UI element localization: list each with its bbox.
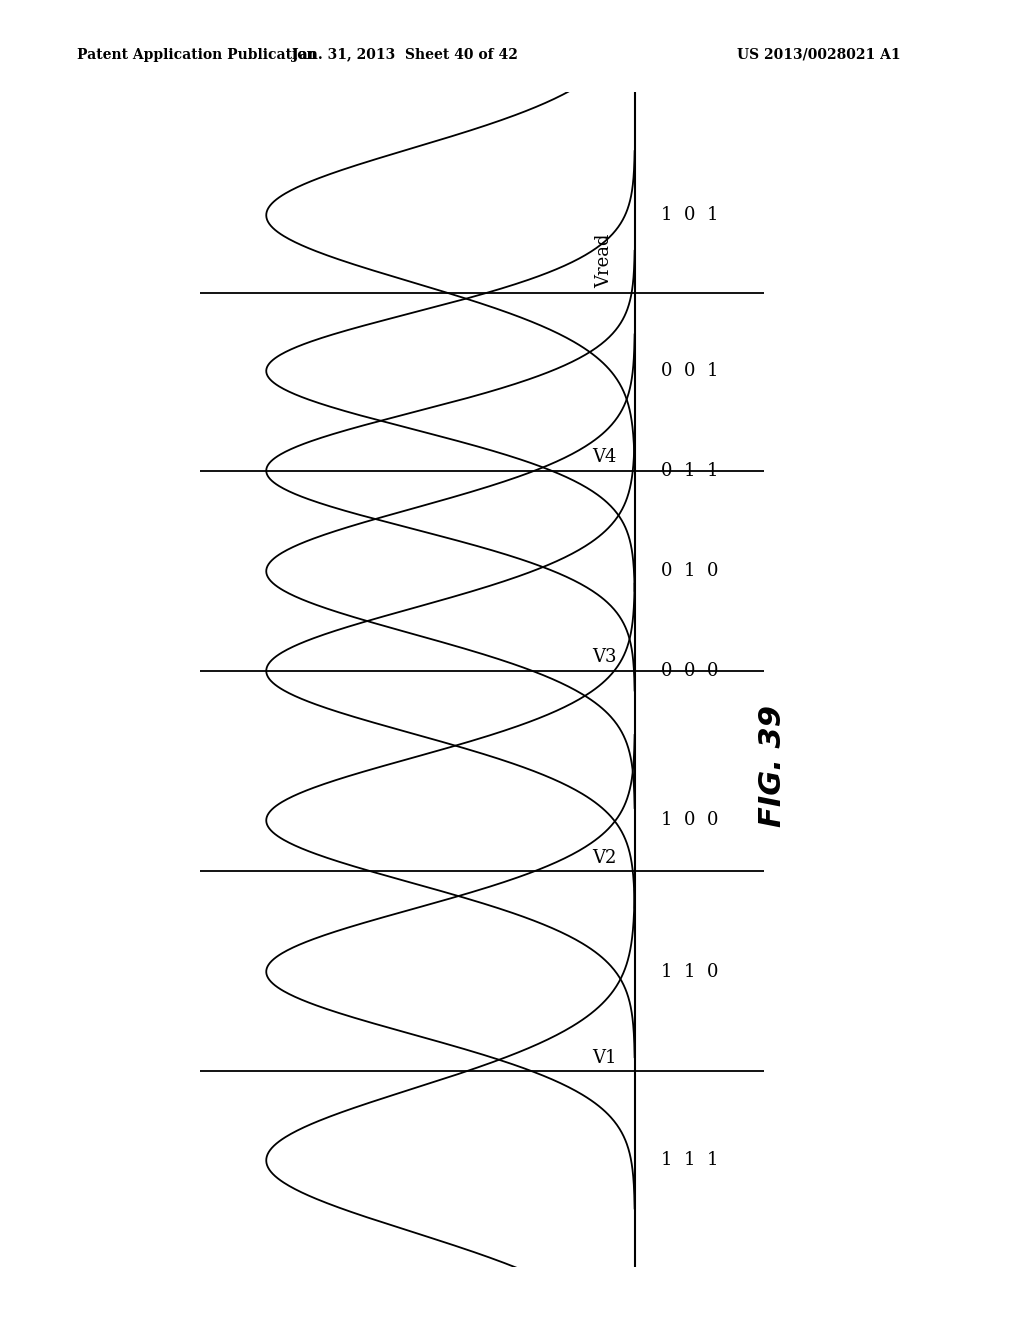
Text: 1  0  0: 1 0 0 [660,812,718,829]
Text: 0  1  1: 0 1 1 [660,462,718,479]
Text: Vread: Vread [595,234,612,288]
Text: FIG. 39: FIG. 39 [758,705,786,826]
Text: 1  1  0: 1 1 0 [660,962,718,981]
Text: 0  1  0: 0 1 0 [660,562,718,581]
Text: V3: V3 [592,648,616,667]
Text: 1  0  1: 1 0 1 [660,206,718,224]
Text: US 2013/0028021 A1: US 2013/0028021 A1 [737,48,901,62]
Text: V4: V4 [592,449,616,466]
Text: V2: V2 [592,849,616,867]
Text: 0  0  1: 0 0 1 [660,362,718,380]
Text: Jan. 31, 2013  Sheet 40 of 42: Jan. 31, 2013 Sheet 40 of 42 [292,48,517,62]
Text: V1: V1 [592,1049,616,1067]
Text: 0  0  0: 0 0 0 [660,661,718,680]
Text: 1  1  1: 1 1 1 [660,1151,718,1170]
Text: Patent Application Publication: Patent Application Publication [77,48,316,62]
